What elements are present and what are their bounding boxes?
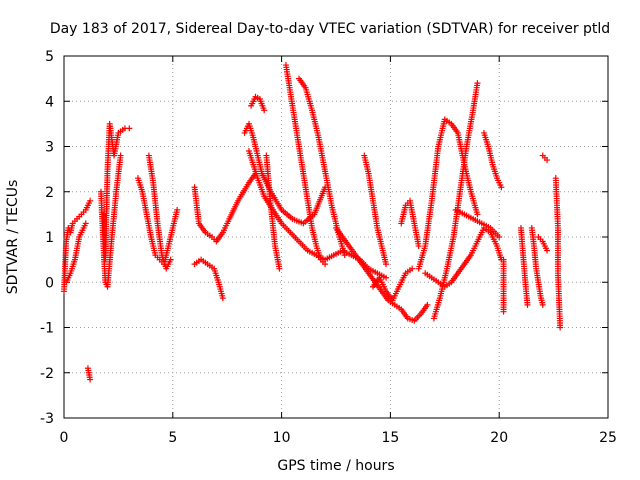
x-tick-label: 25 <box>599 430 617 446</box>
series-arc-c <box>84 365 94 383</box>
data-point <box>87 197 94 204</box>
series-arc-ab <box>535 234 551 254</box>
data-point <box>539 301 546 308</box>
series-arc-m <box>263 152 283 272</box>
series-arc-r <box>369 265 416 304</box>
data-point <box>474 80 481 87</box>
x-tick-label: 10 <box>273 430 291 446</box>
grid-lines <box>64 56 608 418</box>
data-point <box>219 295 226 302</box>
data-point <box>415 243 422 250</box>
x-tick-label: 15 <box>381 430 399 446</box>
data-point <box>126 125 133 132</box>
data-point <box>276 265 283 272</box>
x-tick-label: 20 <box>490 430 508 446</box>
data-point <box>498 184 505 191</box>
series-arc-y <box>500 256 507 315</box>
series-arc-i <box>191 256 226 302</box>
data-point <box>117 152 124 159</box>
data-point <box>167 256 174 263</box>
y-tick-label: 3 <box>45 140 54 156</box>
y-tick-label: -1 <box>40 321 54 337</box>
y-tick-label: -2 <box>40 366 54 382</box>
series-arc-v <box>422 224 505 290</box>
chart-title: Day 183 of 2017, Sidereal Day-to-day VTE… <box>50 21 610 37</box>
data-point <box>557 324 564 331</box>
data-point <box>474 211 481 218</box>
series-arc-ac <box>539 152 551 164</box>
series-arc-e <box>97 152 124 290</box>
series-arc-l <box>248 93 268 114</box>
series-arc-h <box>191 170 259 245</box>
data-point <box>383 274 390 281</box>
series-arc-w <box>452 206 503 240</box>
y-tick-label: 4 <box>45 94 54 110</box>
data-point <box>87 376 94 383</box>
data-point <box>544 247 551 254</box>
series-arc-n <box>282 62 329 268</box>
data-point <box>544 157 551 164</box>
y-tick-label: 5 <box>45 49 54 65</box>
data-point <box>82 220 89 227</box>
data-point <box>424 301 431 308</box>
series-arc-s <box>398 197 422 250</box>
y-tick-label: -3 <box>40 411 54 427</box>
data-point <box>322 261 329 268</box>
series-arc-ad <box>552 175 564 331</box>
series-arc-p <box>333 224 431 324</box>
data-point <box>383 261 390 268</box>
series-arc-b <box>63 220 89 286</box>
data-point <box>174 206 181 213</box>
series-arc-aa <box>528 224 546 308</box>
series-arc-x <box>480 129 505 191</box>
data-point <box>409 265 416 272</box>
y-axis-label: SDTVAR / TECUs <box>5 180 21 295</box>
y-tick-label: 0 <box>45 275 54 291</box>
series-arc-u <box>430 80 481 322</box>
x-tick-labels: 0 5 10 15 20 25 <box>60 430 617 446</box>
data-point <box>261 107 268 114</box>
series-arc-g <box>145 152 174 272</box>
x-axis-label: GPS time / hours <box>277 458 394 474</box>
data-point <box>496 234 503 240</box>
data-points <box>61 62 564 383</box>
data-point <box>500 256 507 263</box>
series-arc-a <box>61 197 94 295</box>
series-arc-q <box>361 152 390 268</box>
data-point <box>524 301 531 308</box>
y-tick-label: 1 <box>45 230 54 246</box>
y-tick-labels: -3 -2 -1 0 1 2 3 4 5 <box>40 49 54 427</box>
x-tick-label: 0 <box>60 430 69 446</box>
series-arc-z <box>517 224 531 308</box>
y-tick-label: 2 <box>45 185 54 201</box>
x-tick-label: 5 <box>168 430 177 446</box>
series-arc-f <box>134 175 181 268</box>
data-point <box>341 252 348 259</box>
